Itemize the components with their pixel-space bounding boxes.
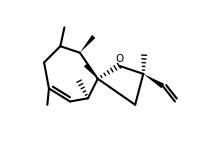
Polygon shape — [143, 74, 164, 88]
Polygon shape — [80, 35, 95, 53]
Text: O: O — [116, 54, 124, 64]
Polygon shape — [84, 63, 98, 79]
